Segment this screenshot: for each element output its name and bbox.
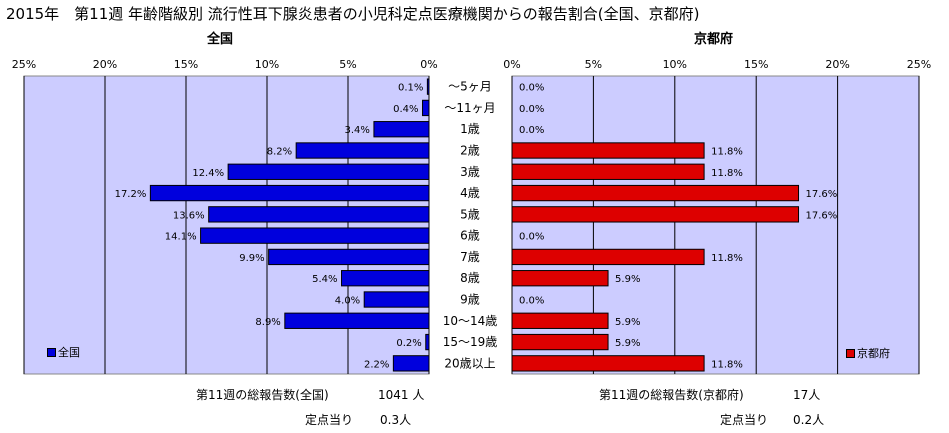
category-label: 8歳 [460,271,480,285]
national-bar [284,312,430,329]
kyoto-x-tick-label: 15% [744,58,768,71]
kyoto-data-label: 0.0% [519,296,544,307]
national-bar [295,142,430,159]
national-data-label: 0.4% [393,104,418,115]
kyoto-data-label: 0.0% [519,83,544,94]
kyoto-data-label: 17.6% [806,210,838,221]
kyoto-bar [511,248,705,266]
national-bar [341,270,430,287]
national-bar [392,355,430,372]
kyoto-per-label: 定点当り [720,413,769,427]
national-x-tick-label: 15% [174,58,198,71]
national-plot-area [23,75,430,375]
kyoto-bar [511,312,609,329]
national-data-label: 4.0% [335,296,360,307]
national-legend: 全国 [47,344,80,360]
national-legend-label: 全国 [58,346,80,359]
kyoto-data-label: 0.0% [519,104,544,115]
national-data-label: 8.2% [267,147,292,158]
kyoto-bar [511,206,800,223]
kyoto-x-tick-label: 25% [907,58,931,71]
national-panel-title: 全国 [207,32,234,47]
national-legend-swatch [47,347,56,357]
category-label: 10～14歳 [443,314,498,328]
national-bar [373,121,430,138]
kyoto-data-label: 11.8% [711,359,743,370]
kyoto-data-label: 11.8% [711,253,743,264]
national-data-label: 8.9% [255,317,280,328]
category-label: 7歳 [460,250,480,264]
national-data-label: 13.6% [173,210,205,221]
kyoto-data-label: 5.9% [615,317,640,328]
national-data-label: 9.9% [239,253,264,264]
category-label: 20歳以上 [444,356,495,370]
national-total-value: 1041 人 [378,388,425,402]
kyoto-data-label: 0.0% [519,125,544,136]
national-x-tick-label: 25% [12,58,36,71]
national-x-tick-label: 5% [339,58,356,71]
category-label: ～5ヶ月 [448,80,492,94]
national-data-label: 0.2% [396,338,421,349]
national-data-label: 3.4% [345,125,370,136]
kyoto-bar [511,142,705,159]
category-label: 3歳 [460,165,480,179]
kyoto-data-label: 11.8% [711,168,743,179]
national-data-label: 2.2% [364,359,389,370]
kyoto-x-tick-label: 0% [503,58,520,71]
kyoto-total-label: 第11週の総報告数(京都府) [599,388,744,402]
kyoto-bar [511,355,705,372]
national-data-label: 12.4% [192,168,224,179]
category-label: 15～19歳 [443,335,498,349]
national-x-tick-label: 10% [255,58,279,71]
kyoto-x-tick-label: 5% [585,58,602,71]
kyoto-data-label: 5.9% [615,274,640,285]
category-label: 9歳 [460,293,480,307]
national-bar [200,227,430,244]
national-bar [422,99,430,117]
kyoto-legend: 京都府 [846,345,890,361]
national-bar [425,333,430,351]
category-label: 6歳 [460,229,480,243]
kyoto-bar [511,270,609,287]
chart-title: 2015年 第11週 年齢階級別 流行性耳下腺炎患者の小児科定点医療機関からの報… [6,5,700,23]
kyoto-data-label: 11.8% [711,147,743,158]
kyoto-bar [511,184,800,202]
national-bar [426,78,430,95]
national-per-value: 0.3人 [380,413,412,427]
national-bar [149,184,430,202]
kyoto-bar [511,333,609,351]
national-per-label: 定点当り [305,413,354,427]
national-data-label: 17.2% [115,189,147,200]
national-x-tick-label: 20% [93,58,117,71]
kyoto-x-tick-label: 10% [663,58,687,71]
category-label: 1歳 [460,122,480,136]
national-bar [227,163,430,180]
kyoto-per-value: 0.2人 [793,413,825,427]
kyoto-bar [511,163,705,180]
national-x-tick-label: 0% [420,58,437,71]
category-label: 2歳 [460,144,480,158]
national-total-label: 第11週の総報告数(全国) [196,388,329,402]
kyoto-data-label: 0.0% [519,232,544,243]
kyoto-legend-label: 京都府 [857,347,890,360]
kyoto-total-value: 17人 [793,388,821,402]
category-label: 4歳 [460,186,480,200]
kyoto-panel-title: 京都府 [694,32,734,47]
category-label: ～11ヶ月 [444,101,495,115]
national-data-label: 0.1% [398,83,423,94]
kyoto-data-label: 17.6% [806,189,838,200]
kyoto-data-label: 5.9% [615,338,640,349]
kyoto-legend-swatch [846,348,855,358]
national-bar [208,206,430,223]
national-data-label: 14.1% [165,232,197,243]
national-bar [268,248,430,266]
category-label: 5歳 [460,207,480,221]
kyoto-plot-area [511,75,920,375]
kyoto-x-tick-label: 20% [825,58,849,71]
national-data-label: 5.4% [312,274,337,285]
national-bar [363,291,430,308]
